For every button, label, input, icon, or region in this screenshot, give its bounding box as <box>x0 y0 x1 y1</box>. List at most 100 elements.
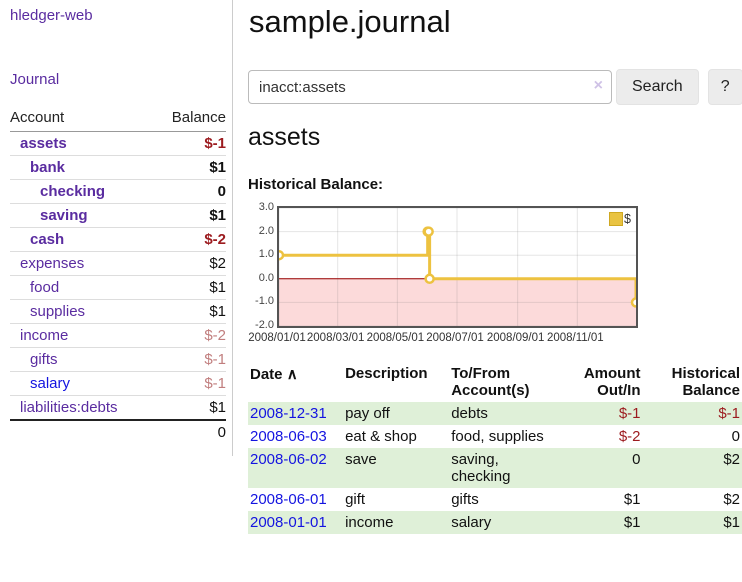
x-axis-tick: 2008/09/01 <box>486 332 545 344</box>
search-form: × Search ? <box>248 69 742 105</box>
accounts-header-account: Account <box>10 107 154 132</box>
register-row: 2008-12-31 pay off debts $-1 $-1 <box>248 402 742 425</box>
register-row: 2008-06-02 save saving, checking 0 $2 <box>248 448 742 488</box>
legend-label: $ <box>624 212 631 226</box>
sidebar: hledger-web Journal Account Balance asse… <box>0 0 233 456</box>
transaction-date-link[interactable]: 2008-06-01 <box>250 491 327 508</box>
account-link[interactable]: salary <box>30 375 71 392</box>
account-link[interactable]: expenses <box>20 255 85 272</box>
register-header-amount: Amount Out/In <box>583 365 641 399</box>
transaction-date-link[interactable]: 2008-06-03 <box>250 428 327 445</box>
transaction-balance: $1 <box>723 514 740 531</box>
transaction-accounts: food, supplies <box>451 428 544 445</box>
x-axis-tick: 2008/05/01 <box>366 332 425 344</box>
account-link[interactable]: gifts <box>30 351 58 368</box>
search-button[interactable]: Search <box>616 69 699 105</box>
account-row: checking 0 <box>10 180 226 204</box>
account-balance: $1 <box>209 159 226 176</box>
account-balance: $1 <box>209 303 226 320</box>
transaction-date-link[interactable]: 2008-06-02 <box>250 451 327 468</box>
y-axis-tick: 0.0 <box>258 271 274 284</box>
account-row: income $-2 <box>10 324 226 348</box>
account-row: food $1 <box>10 276 226 300</box>
sort-ascending-icon: ∧ <box>286 366 298 383</box>
y-axis-tick: -1.0 <box>255 295 274 308</box>
accounts-total-value: 0 <box>153 419 226 444</box>
account-balance: $2 <box>209 255 226 272</box>
transaction-accounts: saving, checking <box>451 451 511 485</box>
account-balance: $-1 <box>204 375 226 392</box>
account-row: cash $-2 <box>10 228 226 252</box>
account-link[interactable]: assets <box>20 135 67 152</box>
transaction-balance: $-1 <box>718 405 740 422</box>
account-link[interactable]: income <box>20 327 69 344</box>
register-row: 2008-06-03 eat & shop food, supplies $-2… <box>248 425 742 448</box>
x-axis-tick: 2008/01/01 <box>248 332 306 344</box>
account-row: expenses $2 <box>10 252 226 276</box>
transaction-amount: $-2 <box>618 428 641 445</box>
account-link[interactable]: checking <box>40 183 106 200</box>
x-axis-tick: 2008/11/01 <box>546 332 604 344</box>
register-table: Date ∧ Description To/From Account(s) Am… <box>248 362 742 534</box>
register-header-row: Date ∧ Description To/From Account(s) Am… <box>248 362 742 402</box>
account-row: assets $-1 <box>10 132 226 156</box>
account-link[interactable]: saving <box>40 207 88 224</box>
chart-plot-area: $ <box>277 206 638 328</box>
transaction-balance: $2 <box>723 491 740 508</box>
transaction-amount: $1 <box>623 491 641 508</box>
transaction-date-link[interactable]: 2008-12-31 <box>250 405 327 422</box>
account-row: saving $1 <box>10 204 226 228</box>
help-button[interactable]: ? <box>707 69 742 105</box>
account-balance: $1 <box>209 279 226 296</box>
account-link[interactable]: cash <box>30 231 65 248</box>
sidebar-item-journal[interactable]: Journal <box>10 71 60 88</box>
accounts-header-balance: Balance <box>153 107 226 132</box>
account-row: salary $-1 <box>10 372 226 396</box>
accounts-total-row: 0 <box>10 419 226 444</box>
account-row: liabilities:debts $1 <box>10 396 226 421</box>
app-title-link[interactable]: hledger-web <box>10 7 93 24</box>
register-header-date[interactable]: Date ∧ <box>250 366 298 383</box>
account-heading: assets <box>248 123 321 151</box>
transaction-description: save <box>345 451 377 468</box>
account-balance: $-2 <box>204 327 226 344</box>
account-balance: $-1 <box>204 135 226 152</box>
transaction-description: eat & shop <box>345 428 417 445</box>
search-input[interactable] <box>248 70 612 104</box>
transaction-balance: 0 <box>731 428 740 445</box>
y-axis-tick: 3.0 <box>258 201 274 213</box>
account-link[interactable]: food <box>30 279 60 296</box>
register-header-description: Description <box>345 365 428 382</box>
chart-title: Historical Balance: <box>248 176 384 193</box>
clear-search-icon[interactable]: × <box>593 77 603 94</box>
transaction-amount: 0 <box>632 451 641 468</box>
accounts-table: Account Balance assets $-1 bank $1 check… <box>10 107 226 444</box>
account-link[interactable]: bank <box>30 159 66 176</box>
account-link[interactable]: supplies <box>30 303 86 320</box>
y-axis-tick: 2.0 <box>258 224 274 237</box>
transaction-date-link[interactable]: 2008-01-01 <box>250 514 327 531</box>
register-header-balance: Historical Balance <box>671 365 740 399</box>
account-row: bank $1 <box>10 156 226 180</box>
transaction-description: gift <box>345 491 366 508</box>
account-row: gifts $-1 <box>10 348 226 372</box>
x-axis-tick: 2008/07/01 <box>426 332 484 344</box>
transaction-accounts: debts <box>451 405 488 422</box>
x-axis-tick: 2008/03/01 <box>306 332 365 344</box>
chart-legend: $ <box>609 212 631 226</box>
register-header-accounts: To/From Account(s) <box>451 365 530 399</box>
accounts-header-row: Account Balance <box>10 107 226 132</box>
transaction-accounts: salary <box>451 514 492 531</box>
account-balance: $1 <box>209 207 226 224</box>
register-row: 2008-06-01 gift gifts $1 $2 <box>248 488 742 511</box>
transaction-balance: $2 <box>723 451 740 468</box>
account-balance: $-2 <box>204 231 226 248</box>
balance-chart: $ 3.0 2.0 1.0 0.0 -1.0 -2.0 2008/01/01 2008/03/… <box>248 201 742 346</box>
register-row: 2008-01-01 income salary $1 $1 <box>248 511 742 534</box>
transaction-description: income <box>345 514 394 531</box>
account-balance: $-1 <box>204 351 226 368</box>
transaction-description: pay off <box>345 405 390 422</box>
accounts-total-spacer <box>10 419 154 444</box>
transaction-accounts: gifts <box>451 491 479 508</box>
account-link[interactable]: liabilities:debts <box>20 399 118 416</box>
